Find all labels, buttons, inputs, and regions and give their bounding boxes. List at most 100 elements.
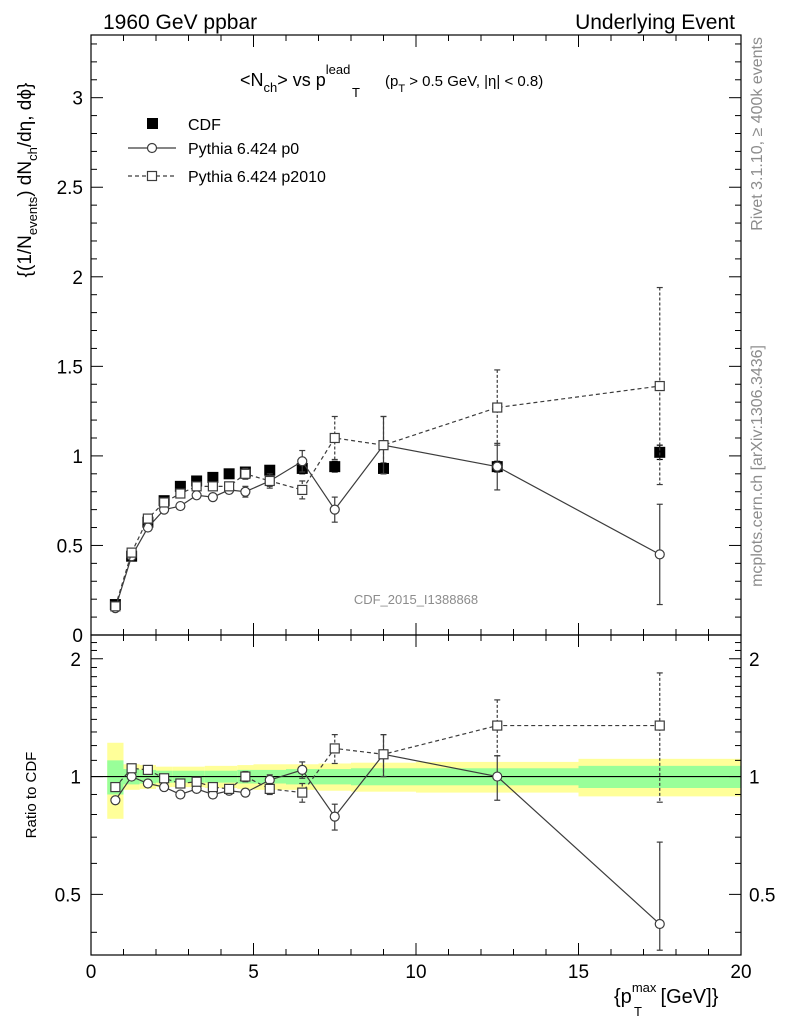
main-ytick-label: 0.5	[57, 536, 83, 557]
ratio-xtick-label: 15	[568, 962, 589, 983]
main-point-p2010	[654, 380, 665, 392]
main-point-p0	[207, 491, 218, 503]
ratio-xlabel: {pmax T [GeV]}	[614, 980, 719, 1019]
ratio-point-p2010	[191, 776, 202, 787]
ylabel-a: {(1/N	[15, 235, 36, 277]
main-point-p2010	[264, 475, 275, 487]
main-point-p2010	[224, 481, 235, 492]
main-point-p2010	[297, 484, 308, 496]
legend: CDF Pythia 6.424 p0 Pythia 6.424 p2010	[128, 117, 326, 186]
ratio-point-p2010	[207, 781, 218, 793]
header-left: 1960 GeV ppbar	[103, 11, 257, 34]
ratio-point-p2010	[110, 781, 121, 793]
ratio-point-p2010	[224, 783, 235, 795]
legend-marker-p0	[146, 142, 158, 154]
analysis-watermark: CDF_2015_I1388868	[354, 592, 478, 607]
ratio-xtick-label: 5	[248, 962, 259, 983]
main-point-cdf	[207, 471, 219, 483]
legend-marker-cdf	[147, 118, 158, 129]
main-point-p0	[191, 490, 202, 501]
main-point-p0	[329, 504, 340, 515]
main-point-p2010	[110, 601, 121, 612]
main-point-p2010	[329, 432, 340, 444]
main-point-cdf	[191, 475, 203, 487]
main-point-p2010	[240, 468, 251, 479]
ratio-point-p0	[297, 764, 308, 775]
ratio-ytick-label: 0.5	[55, 885, 81, 906]
title-sub-ch: ch	[264, 80, 278, 95]
ratio-axes: 0.5 0.51 12 20 5 10 15 20	[55, 635, 775, 983]
main-point-cdf	[654, 446, 666, 458]
ratio-point-p2010	[329, 743, 340, 754]
mcplots-label: mcplots.cern.ch [arXiv:1306.3436]	[749, 345, 766, 587]
main-ylabel: {(1/Nevents) dNch/dη, dϕ}	[15, 83, 40, 278]
ratio-point-p0	[159, 781, 170, 793]
main-ytick-label: 0	[72, 626, 83, 647]
main-point-p2010	[191, 481, 202, 492]
ratio-point-p2010	[126, 763, 137, 774]
ratio-ytick-label-right: 0.5	[749, 885, 775, 906]
ylabel-c: /dη, dϕ}	[15, 83, 36, 148]
title-mid: > vs p	[277, 70, 326, 90]
main-point-cdf	[174, 480, 186, 492]
main-point-cdf	[223, 468, 235, 480]
main-point-p0	[492, 461, 503, 472]
ratio-point-p0	[126, 771, 137, 782]
ratio-xtick-label: 0	[86, 962, 97, 983]
main-point-cdf	[264, 464, 276, 476]
ylabel-sub-ch: ch	[25, 147, 40, 161]
ratio-xtick-label: 10	[405, 962, 426, 983]
main-ytick-label: 1	[72, 447, 83, 468]
ratio-point-p0	[175, 789, 186, 800]
title-sub-t: T	[352, 85, 360, 100]
rivet-label: Rivet 3.1.10, ≥ 400k events	[749, 37, 766, 231]
main-point-p2010	[378, 440, 389, 451]
legend-marker-p2010	[146, 170, 158, 182]
ratio-ytick-label-right: 2	[749, 650, 760, 671]
ratio-point-p2010	[654, 720, 665, 731]
ratio-point-p2010	[240, 771, 251, 782]
main-point-p2010	[492, 402, 503, 413]
ratio-point-p2010	[492, 720, 503, 731]
main-point-p2010	[175, 488, 186, 499]
ratio-point-p0	[654, 918, 665, 930]
title-sup-lead: lead	[326, 62, 351, 77]
main-ytick-label: 2.5	[57, 178, 83, 199]
ratio-point-p2010	[175, 778, 186, 789]
main-point-p2010	[159, 497, 170, 508]
xlabel-sup-max: max	[632, 980, 657, 995]
ratio-point-p0	[329, 811, 340, 822]
main-title: <Nch> vs pleadT(pT > 0.5 GeV, |η| < 0.8)	[240, 62, 543, 100]
main-point-p0	[240, 486, 251, 497]
main-ytick-label: 3	[72, 89, 83, 110]
legend-label-p0: Pythia 6.424 p0	[188, 141, 299, 158]
ylabel-b: ) dN	[15, 161, 36, 197]
title-base: <N	[240, 70, 264, 90]
main-point-p2010	[142, 513, 153, 524]
ratio-point-p2010	[297, 787, 308, 798]
main-data	[109, 286, 666, 614]
legend-label-cdf: CDF	[188, 117, 221, 134]
ratio-frame	[90, 634, 742, 956]
header-right: Underlying Event	[575, 11, 735, 34]
xlabel-sub-t: T	[634, 1004, 642, 1019]
ratio-point-p0	[240, 787, 251, 798]
main-point-cdf	[329, 461, 341, 473]
main-point-p0	[175, 500, 186, 512]
main-axes: 0 0.5 1 1.5 2 2.5 3	[57, 35, 742, 647]
main-point-p0	[654, 549, 665, 560]
ylabel-sub-events: events	[25, 196, 40, 235]
ratio-point-p2010	[142, 764, 153, 775]
main-point-p2010	[126, 547, 137, 558]
main-ytick-label: 2	[72, 268, 83, 289]
title-cut-a: (p	[385, 73, 398, 90]
ratio-xtick-label: 20	[730, 962, 751, 983]
xlabel-a: {p	[614, 986, 632, 1008]
main-point-p2010	[207, 481, 218, 492]
ratio-point-p0	[110, 795, 121, 806]
ratio-ytick-label: 1	[70, 768, 81, 789]
ratio-point-p2010	[264, 783, 275, 795]
ratio-ylabel: Ratio to CDF	[23, 752, 40, 839]
ratio-point-p0	[492, 771, 503, 782]
